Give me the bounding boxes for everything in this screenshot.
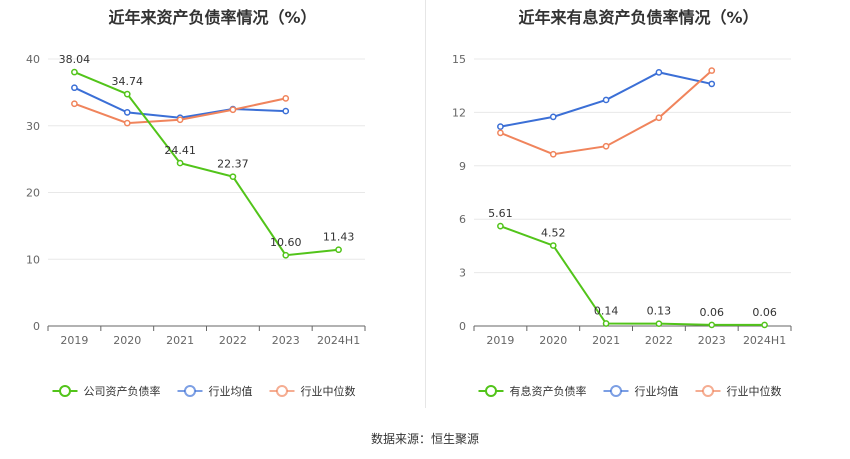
left-series-2-point xyxy=(123,119,131,127)
right-y-tick-label: 15 xyxy=(452,53,466,66)
right-series-0-data-label: 4.52 xyxy=(541,227,566,240)
right-series-0-point xyxy=(655,320,663,328)
left-series-0-point xyxy=(123,90,131,98)
left-x-tick-label: 2020 xyxy=(113,334,141,347)
left-series-0-data-label: 34.74 xyxy=(112,75,144,88)
left-legend-item-0: 公司资产负债率 xyxy=(52,384,161,398)
left-series-0-point xyxy=(229,173,237,181)
right-series-0-data-label: 5.61 xyxy=(488,207,513,220)
right-series-0-point xyxy=(497,222,504,230)
left-series-0-point xyxy=(71,68,78,76)
right-x-tick-label: 2020 xyxy=(539,334,567,347)
right-series-1-point xyxy=(708,80,716,88)
right-series-0-data-label: 0.06 xyxy=(752,306,777,319)
left-legend-marker xyxy=(184,385,196,397)
right-series-0-data-label: 0.13 xyxy=(647,305,672,318)
right-legend-label: 行业均值 xyxy=(635,385,679,398)
left-series-0-data-label: 24.41 xyxy=(164,144,196,157)
right-chart-svg: 0 3 6 9 12 15 2019 2020 2021 2022 2023 2024H1 5.61 4.… xyxy=(452,53,792,398)
right-y-tick-label: 0 xyxy=(459,320,466,333)
right-chart-title: 近年来有息资产负债率情况（%） xyxy=(518,8,759,27)
panel-divider xyxy=(425,0,426,408)
left-legend-label: 行业中位数 xyxy=(301,384,356,398)
left-chart-title: 近年来资产负债率情况（%） xyxy=(108,8,317,27)
right-x-tick-label: 2021 xyxy=(592,334,620,347)
left-legend-item-2: 行业中位数 xyxy=(269,384,356,398)
left-series-1-point xyxy=(123,109,131,116)
right-y-tick-label: 12 xyxy=(452,106,466,119)
right-series-0-point xyxy=(708,321,716,329)
left-series-2-point xyxy=(71,100,78,108)
right-series-0-point xyxy=(549,242,557,249)
left-series-2-point xyxy=(176,116,184,124)
right-legend-item-0: 有息资产负债率 xyxy=(478,384,587,398)
right-series-0-point xyxy=(761,321,768,329)
left-y-tick-label: 10 xyxy=(26,253,40,266)
left-series-0-data-label: 38.04 xyxy=(59,53,91,66)
left-legend-marker xyxy=(276,385,288,397)
left-chart-svg: 0 10 20 30 40 2019 2020 2021 2022 2023 2024H1 38.04… xyxy=(26,53,366,398)
right-y-tick-label: 3 xyxy=(459,267,466,280)
left-x-tick-label: 2021 xyxy=(166,334,194,347)
right-series-2-point xyxy=(497,129,504,137)
left-x-tick-label: 2023 xyxy=(272,334,300,347)
data-source-note: 数据来源：恒生聚源 xyxy=(370,432,479,446)
right-legend-item-2: 行业中位数 xyxy=(695,384,782,398)
left-x-tick-label: 2019 xyxy=(60,334,88,347)
left-y-tick-label: 20 xyxy=(26,187,40,200)
right-series-2-point xyxy=(655,114,663,122)
left-series-0-data-label: 10.60 xyxy=(270,236,302,249)
left-legend-label: 行业均值 xyxy=(209,385,253,398)
right-series-1-point xyxy=(602,96,610,104)
left-y-tick-label: 40 xyxy=(26,53,40,66)
right-series-2-point xyxy=(708,67,716,74)
left-series-0-data-label: 22.37 xyxy=(217,158,249,171)
left-series-1-point xyxy=(282,107,290,115)
right-series-2-point xyxy=(549,150,557,158)
right-series-0-data-label: 0.06 xyxy=(700,306,725,319)
left-series-0-line xyxy=(74,71,339,257)
right-series-0-data-label: 0.14 xyxy=(594,305,619,318)
left-series-0-data-label: 11.43 xyxy=(323,231,355,244)
right-x-tick-label: 2022 xyxy=(645,334,673,347)
left-series-1-line xyxy=(73,86,286,119)
right-legend-label: 有息资产负债率 xyxy=(510,384,587,398)
right-x-tick-label: 2019 xyxy=(486,334,514,347)
left-chart-panel: 近年来资产负债率情况（%） 0 10 20 30 40 2019 2020 2021 2022 2… xyxy=(0,0,425,410)
right-legend-label: 行业中位数 xyxy=(727,384,782,398)
left-series-0-point xyxy=(282,251,290,259)
left-y-tick-label: 30 xyxy=(26,120,40,133)
right-legend-marker xyxy=(702,385,714,397)
left-series-0-point xyxy=(176,159,184,167)
right-y-tick-label: 9 xyxy=(459,160,466,173)
left-series-2-point xyxy=(229,106,237,114)
left-legend-marker xyxy=(59,385,71,397)
right-chart-panel: 近年来有息资产负债率情况（%） 0 3 6 9 12 15 2019 2020 2021 2022… xyxy=(426,0,850,410)
right-legend-marker xyxy=(610,385,622,397)
right-series-0-line xyxy=(500,225,765,326)
right-series-0-point xyxy=(602,320,610,327)
right-series-1-point xyxy=(497,123,504,130)
right-series-1-point xyxy=(655,69,663,76)
left-series-1-point xyxy=(71,84,78,92)
left-series-0-point xyxy=(335,246,342,254)
right-series-1-point xyxy=(549,113,557,121)
right-series-2-point xyxy=(602,142,610,150)
right-y-tick-label: 6 xyxy=(459,213,466,226)
left-y-tick-label: 0 xyxy=(33,320,40,333)
left-x-tick-label: 2024H1 xyxy=(317,334,360,347)
left-legend-label: 公司资产负债率 xyxy=(84,384,161,398)
right-legend-item-1: 行业均值 xyxy=(603,385,679,398)
right-legend-marker xyxy=(485,385,497,397)
left-legend-item-1: 行业均值 xyxy=(177,385,253,398)
left-series-2-point xyxy=(282,95,290,102)
right-x-tick-label: 2024H1 xyxy=(743,334,786,347)
right-x-tick-label: 2023 xyxy=(698,334,726,347)
left-x-tick-label: 2022 xyxy=(219,334,247,347)
